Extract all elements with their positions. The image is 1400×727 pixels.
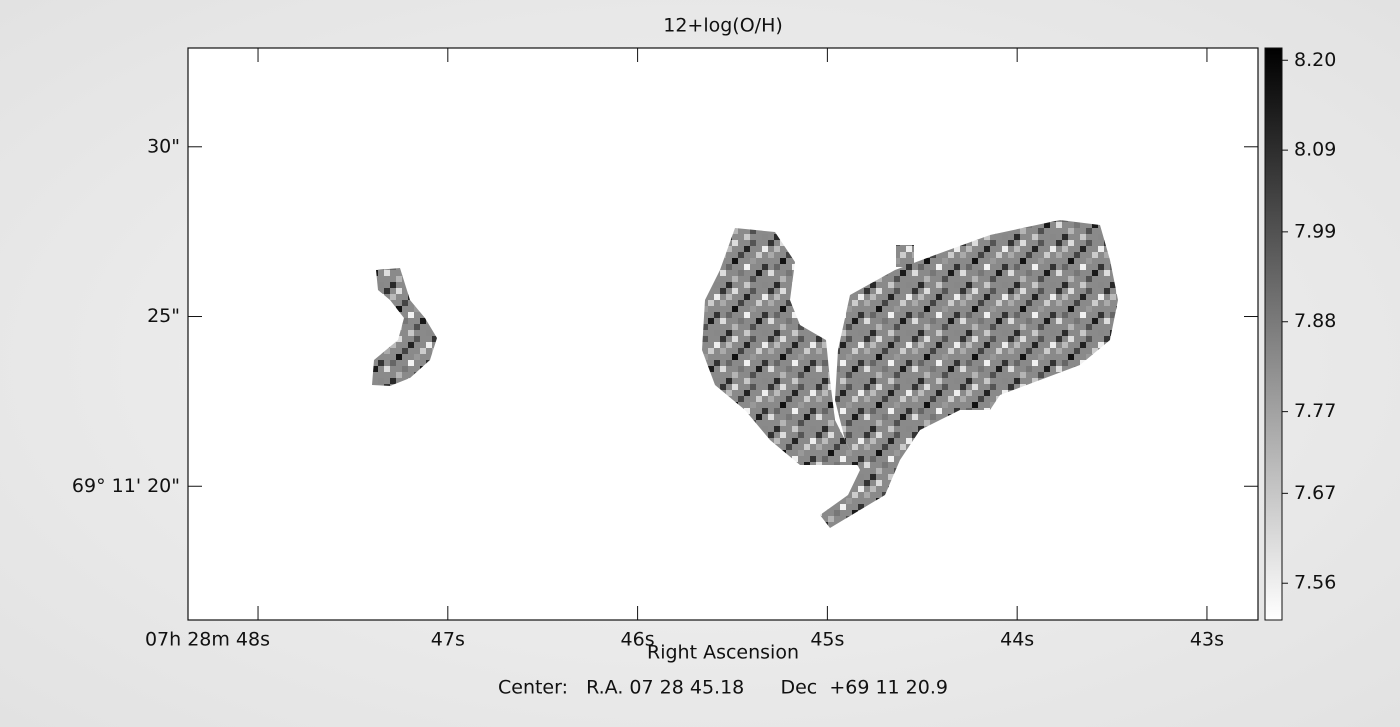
chart-title: 12+log(O/H): [663, 15, 783, 37]
y-tick-label: 69° 11' 20": [72, 475, 180, 497]
colorbar-tick-label: 7.99: [1294, 220, 1336, 242]
colorbar-tick-label: 8.20: [1294, 49, 1336, 71]
colorbar-tick-label: 7.88: [1294, 310, 1336, 332]
center-note: Center: R.A. 07 28 45.18 Dec +69 11 20.9: [498, 677, 948, 699]
x-tick-label: 43s: [1190, 629, 1224, 651]
y-tick-label: 25": [147, 305, 180, 327]
plot-frame: [187, 47, 1259, 621]
colorbar-tick-label: 8.09: [1294, 139, 1336, 161]
y-tick-label: 30": [147, 135, 180, 157]
x-tick-label: 07h 28m 48s: [145, 629, 270, 651]
x-tick-label: 45s: [810, 629, 844, 651]
colorbar-tick-label: 7.56: [1294, 572, 1336, 594]
abundance-map: [372, 220, 1118, 528]
x-axis-label: Right Ascension: [647, 642, 799, 664]
colorbar-tick-label: 7.67: [1294, 482, 1336, 504]
x-tick-label: 46s: [621, 629, 655, 651]
colorbar-tick-label: 7.77: [1294, 400, 1336, 422]
colorbar: [1264, 47, 1283, 621]
x-tick-label: 44s: [1000, 629, 1034, 651]
x-tick-label: 47s: [431, 629, 465, 651]
